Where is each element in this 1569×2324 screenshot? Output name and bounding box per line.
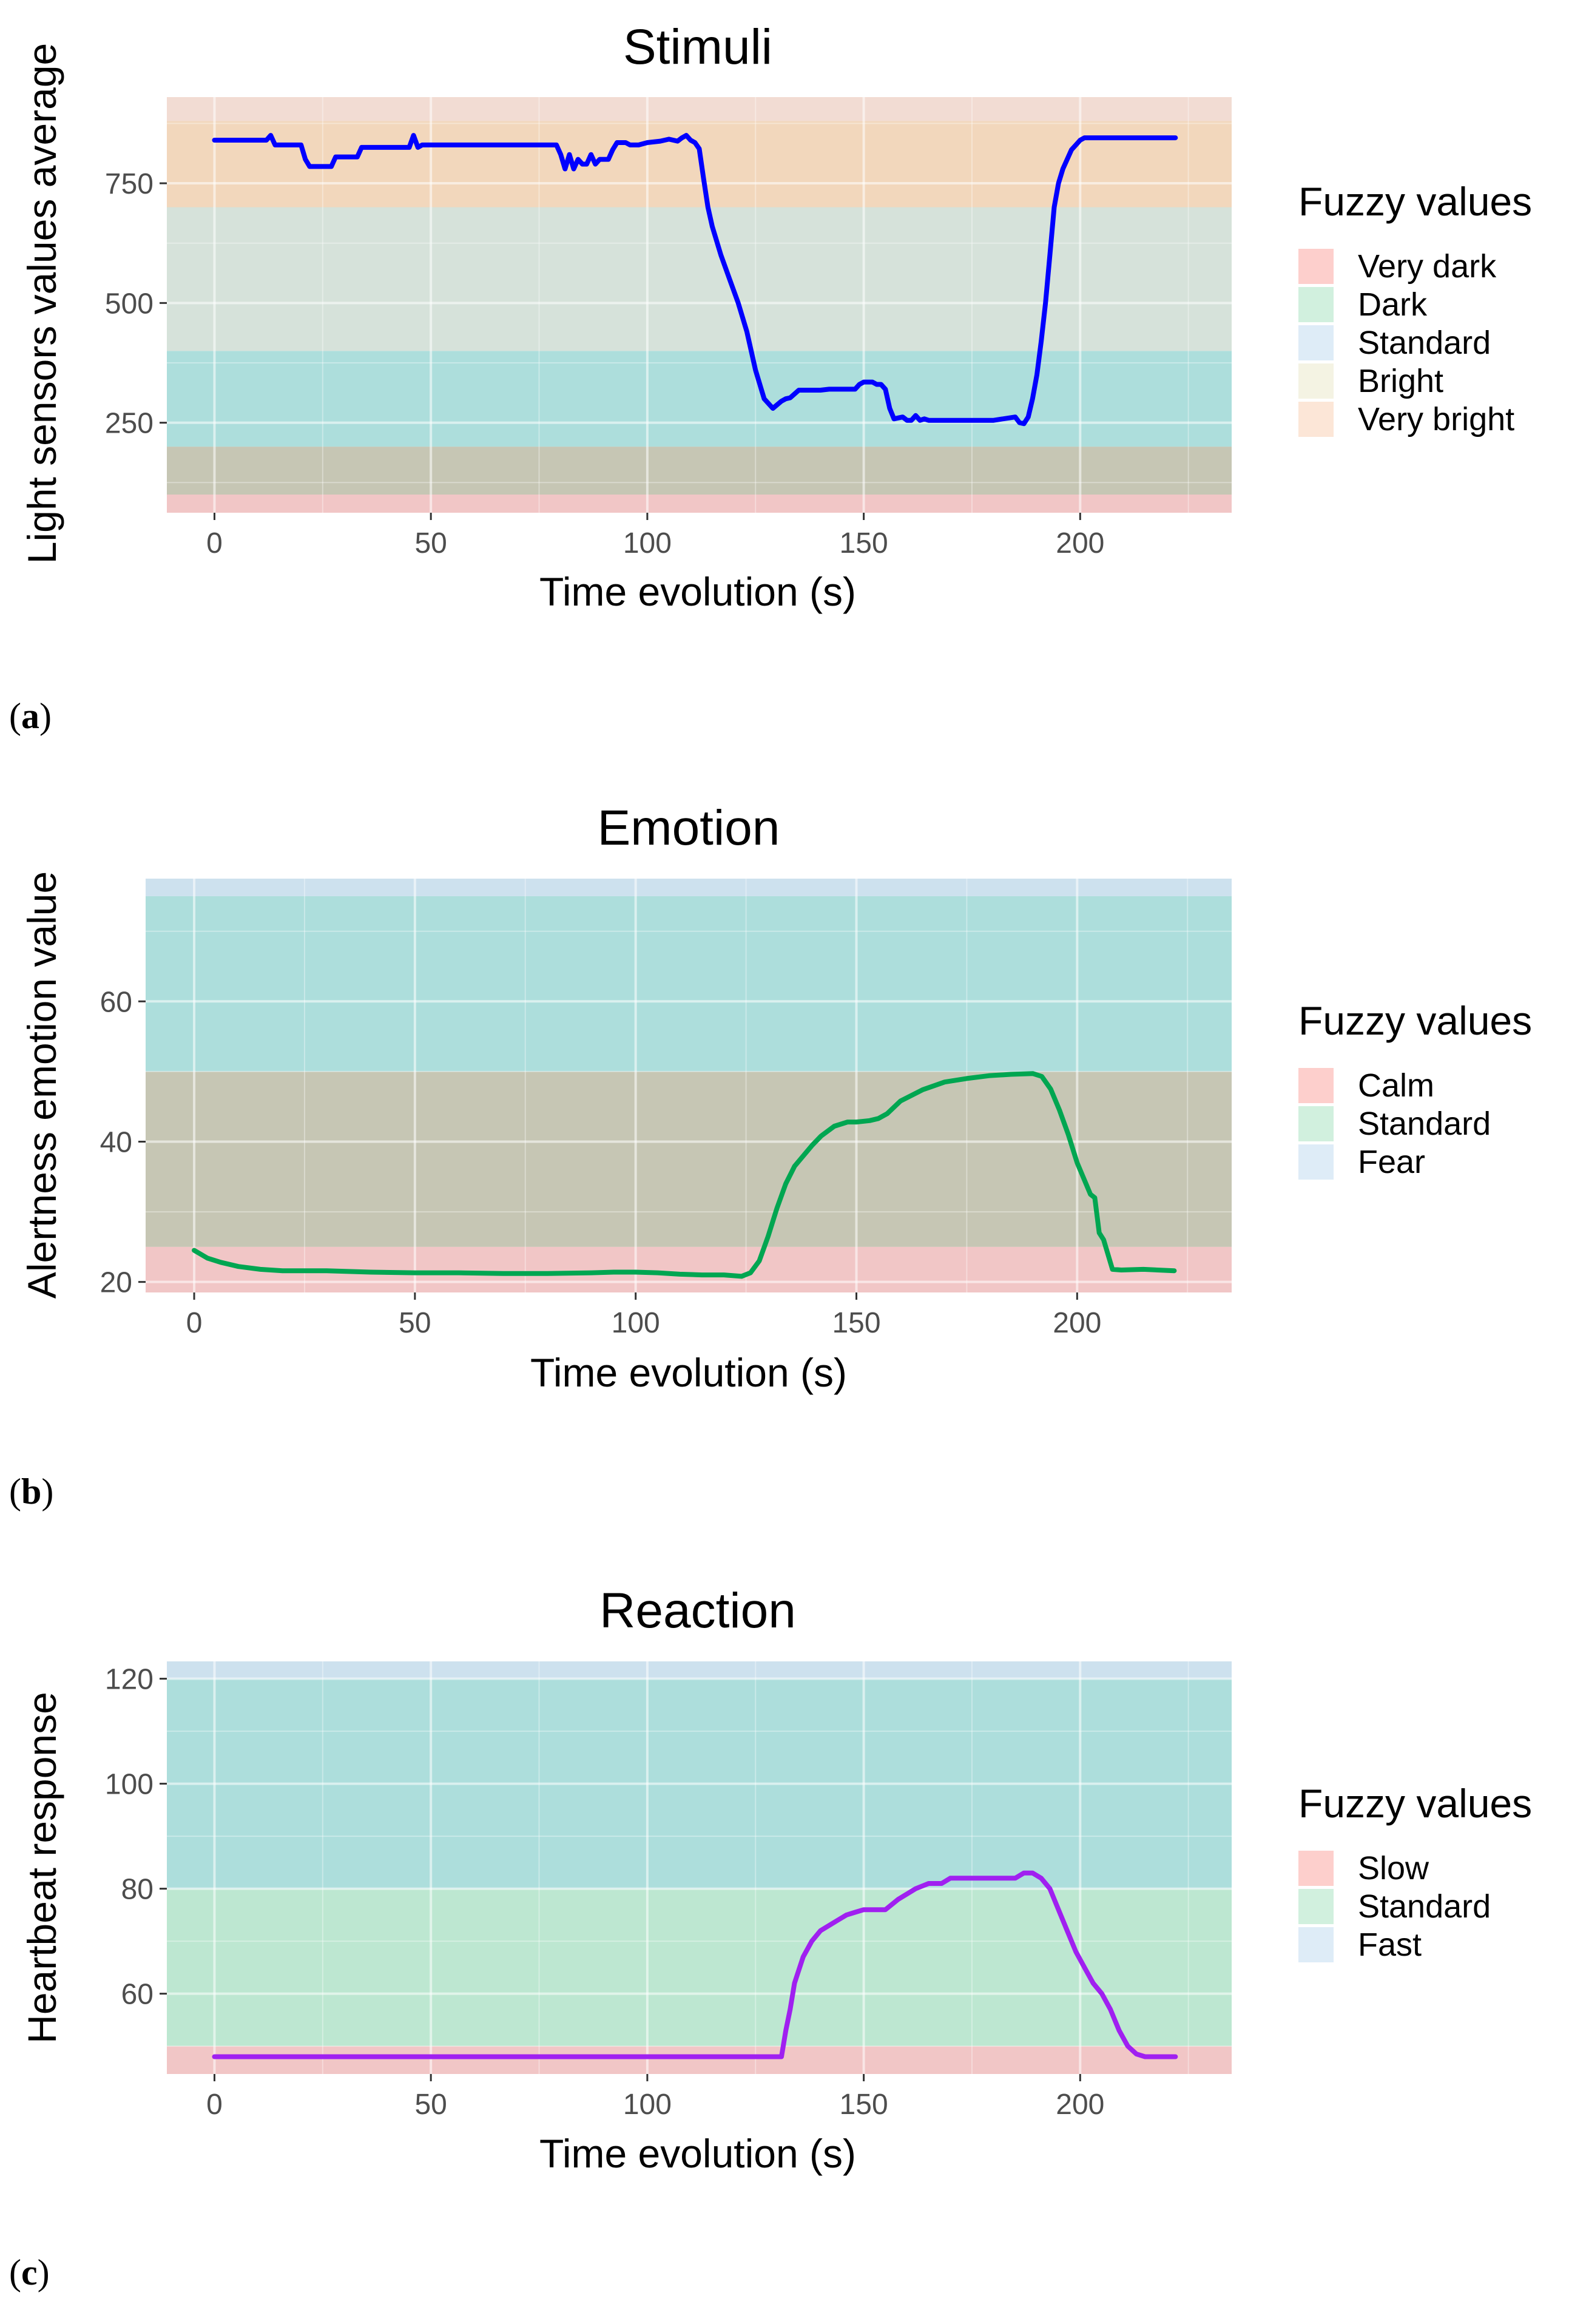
x-axis-title: Time evolution (s) (539, 569, 856, 614)
y-tick-label: 250 (105, 408, 154, 440)
x-tick-label: 0 (186, 1307, 203, 1339)
x-axis-title: Time evolution (s) (539, 2131, 856, 2176)
fuzzy-band (167, 207, 1232, 351)
legend-label: Standard (1358, 1888, 1491, 1925)
y-tick-label: 750 (105, 168, 154, 200)
y-tick-label: 60 (100, 986, 132, 1018)
legend-swatch (1298, 1927, 1334, 1962)
fuzzy-band (146, 896, 1232, 1072)
legend-label: Slow (1358, 1850, 1429, 1887)
panel-letter: b (21, 1471, 41, 1512)
legend-label: Bright (1358, 363, 1443, 399)
series-line (192, 1071, 1177, 1279)
fuzzy-band (146, 1071, 1232, 1247)
legend-title: Fuzzy values (1298, 1781, 1532, 1826)
y-tick-label: 40 (100, 1126, 132, 1158)
panel-label: (a) (9, 696, 52, 736)
legend-swatch (1298, 1889, 1334, 1924)
legend-swatch (1298, 325, 1334, 360)
legend-label: Very bright (1358, 401, 1514, 437)
x-tick-label: 50 (399, 1307, 431, 1339)
legend-swatch (1298, 287, 1334, 322)
fuzzy-band (167, 495, 1232, 513)
legend-swatch (1298, 363, 1334, 399)
legend-label: Fast (1358, 1927, 1422, 1963)
legend-title: Fuzzy values (1298, 998, 1532, 1043)
chart-title: Stimuli (623, 19, 772, 75)
x-tick-label: 0 (206, 2089, 223, 2121)
legend: Fuzzy values Very darkDarkStandardBrightV… (1298, 179, 1532, 437)
legend-label: Fear (1358, 1144, 1425, 1180)
legend-swatch (1298, 1106, 1334, 1141)
fuzzy-band (167, 1661, 1232, 1679)
y-tick-label: 100 (105, 1769, 154, 1801)
y-tick-label: 500 (105, 288, 154, 320)
legend-label: Standard (1358, 325, 1491, 361)
panel-label: (c) (9, 2252, 50, 2292)
series-line (212, 1870, 1178, 2059)
legend-swatch (1298, 1068, 1334, 1103)
y-axis-title: Light sensors values average (19, 43, 64, 564)
legend-swatch (1298, 249, 1334, 284)
chart-title: Emotion (598, 800, 780, 856)
x-tick-label: 100 (612, 1307, 660, 1339)
chart-title: Reaction (599, 1583, 796, 1638)
chart-reaction: 0 50 100 150 200 60 80 100 120 Reaction Time evolu… (9, 1583, 1532, 2292)
x-tick-label: 100 (623, 527, 672, 559)
legend-swatch (1298, 402, 1334, 437)
legend-title: Fuzzy values (1298, 179, 1532, 224)
fuzzy-band (167, 351, 1232, 447)
y-axis-title: Alertness emotion value (19, 871, 64, 1299)
x-tick-label: 0 (206, 527, 223, 559)
x-tick-label: 200 (1056, 527, 1104, 559)
y-tick-label: 80 (121, 1874, 154, 1906)
fuzzy-band (167, 447, 1232, 495)
panel-letter: c (21, 2252, 38, 2292)
x-tick-label: 150 (840, 2089, 888, 2121)
x-tick-label: 200 (1056, 2089, 1104, 2121)
x-tick-label: 100 (623, 2089, 672, 2121)
y-tick-label: 60 (121, 1979, 154, 2011)
y-tick-label: 20 (100, 1267, 132, 1299)
legend-label: Dark (1358, 286, 1428, 323)
panel-label: (b) (9, 1471, 53, 1512)
legend-label: Very dark (1358, 248, 1497, 285)
chart-stimuli: 0 50 100 150 200 250 500 750 Stimuli Time evoluti… (9, 19, 1532, 736)
x-tick-label: 50 (414, 527, 447, 559)
x-tick-label: 200 (1053, 1307, 1101, 1339)
chart-emotion: 0 50 100 150 200 20 40 60 Emotion Time evolution … (9, 800, 1532, 1512)
fuzzy-band (167, 97, 1232, 121)
x-tick-label: 150 (832, 1307, 880, 1339)
x-axis-title: Time evolution (s) (530, 1350, 847, 1395)
fuzzy-band (167, 1888, 1232, 2047)
y-tick-label: 120 (105, 1664, 154, 1696)
x-tick-label: 150 (840, 527, 888, 559)
legend-swatch (1298, 1144, 1334, 1180)
series-line (212, 133, 1178, 427)
legend-label: Calm (1358, 1067, 1434, 1104)
x-tick-label: 50 (414, 2089, 447, 2121)
legend-label: Standard (1358, 1106, 1491, 1142)
panel-letter: a (21, 696, 39, 736)
fuzzy-band (167, 2046, 1232, 2074)
y-axis-title: Heartbeat response (19, 1692, 64, 2044)
legend-swatch (1298, 1851, 1334, 1886)
fuzzy-band (146, 879, 1232, 896)
